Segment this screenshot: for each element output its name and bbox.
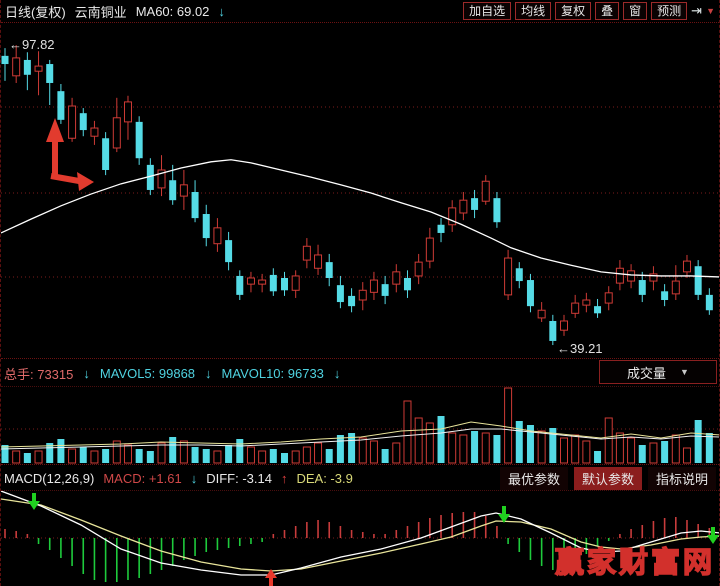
title-bar: 日线(复权) 云南铜业 MA60: 69.02 ↓ 加自选 均线 复权 叠 窗 … (1, 0, 719, 23)
volume-header: 总手: 73315 ↓ MAVOL5: 99868 ↓ MAVOL10: 967… (1, 358, 719, 387)
mavol5-down-arrow-icon: ↓ (205, 365, 212, 381)
stock-name: 云南铜业 (74, 4, 127, 20)
main-candlestick-panel: ←97.82 ←39.21 (1, 22, 719, 358)
macd-header: MACD(12,26,9) MACD: +1.61 ↓ DIFF: -3.14 … (1, 464, 719, 491)
indicator-help-button[interactable]: 指标说明 (647, 466, 716, 490)
volume-indicator-select[interactable]: 成交量 ▼ (599, 360, 717, 384)
add-favorite-button[interactable]: 加自选 (463, 2, 512, 20)
overlay-button[interactable]: 叠 (595, 2, 620, 20)
svg-text:←39.21: ←39.21 (557, 341, 603, 356)
macd-panel: 赢家财富网 (1, 490, 719, 586)
ma60-value: MA60: 69.02 (135, 3, 210, 19)
volume-panel (1, 386, 719, 465)
chevron-down-icon[interactable]: ▼ (706, 6, 715, 16)
forecast-button[interactable]: 预测 (651, 2, 688, 20)
expand-right-icon[interactable]: ⇥ (691, 3, 703, 18)
diff-value: DIFF: -3.14 (206, 470, 272, 486)
period-label: 日线(复权) (5, 4, 66, 20)
diff-up-arrow-icon: ↑ (280, 470, 288, 486)
volume-indicator-label: 成交量 (627, 365, 667, 381)
macd-param-buttons: 最优参数 默认参数 指标说明 (499, 466, 719, 490)
svg-text:←97.82: ←97.82 (9, 37, 55, 52)
volume-chart (1, 387, 719, 464)
mavol10-value: MAVOL10: 96733 (221, 365, 324, 381)
ma60-down-arrow-icon: ↓ (218, 3, 225, 19)
macd-indicator-chart (1, 491, 719, 586)
adjust-price-button[interactable]: 复权 (555, 2, 592, 20)
macd-down-arrow-icon: ↓ (190, 470, 198, 486)
dea-value: DEA: -3.9 (296, 470, 353, 486)
total-hands-down-arrow-icon: ↓ (83, 365, 90, 381)
select-chevron-down-icon: ▼ (680, 367, 689, 377)
total-hands-value: 总手: 73315 (4, 366, 74, 382)
default-params-button[interactable]: 默认参数 (573, 466, 642, 490)
macd-indicator-label: MACD(12,26,9) (4, 470, 95, 486)
macd-value: MACD: +1.61 (103, 470, 182, 486)
mavol10-down-arrow-icon: ↓ (333, 365, 341, 381)
candlestick-chart: ←97.82 ←39.21 (1, 37, 719, 356)
title-bar-buttons: 加自选 均线 复权 叠 窗 预测 ⇥ ▼ (463, 2, 719, 20)
ma-lines-button[interactable]: 均线 (515, 2, 552, 20)
window-button[interactable]: 窗 (623, 2, 648, 20)
mavol5-value: MAVOL5: 99868 (99, 365, 196, 381)
optimal-params-button[interactable]: 最优参数 (499, 466, 568, 490)
